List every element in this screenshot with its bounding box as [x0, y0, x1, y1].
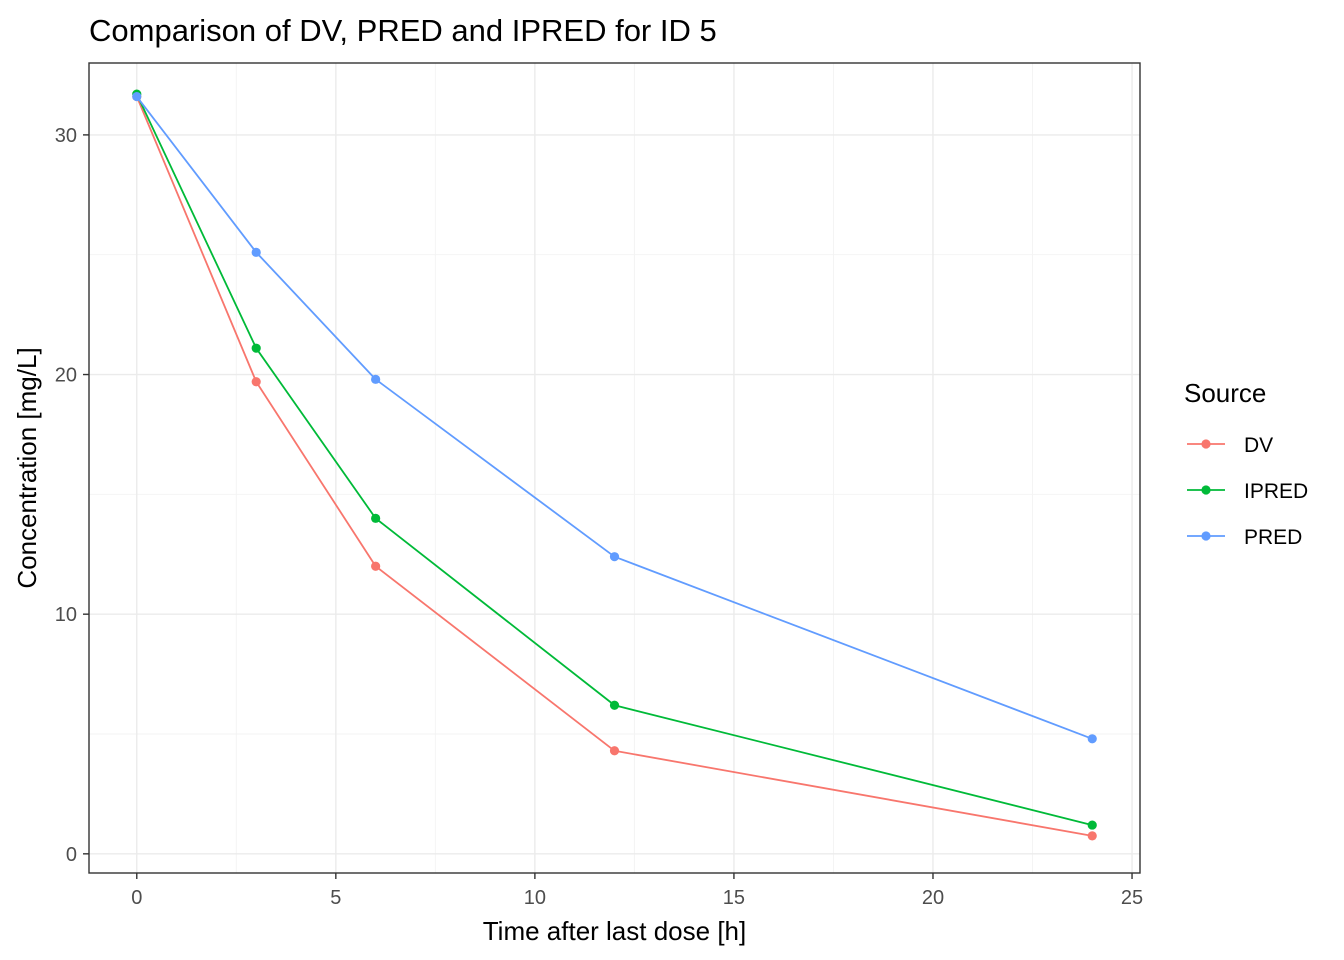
legend-key-pred-point [1201, 531, 1211, 541]
legend-title: Source [1184, 378, 1266, 408]
legend: Source DV IPRED PRED [1184, 378, 1308, 549]
legend-label-dv: DV [1244, 434, 1273, 457]
dv-point [1087, 831, 1097, 841]
dv-point [609, 746, 620, 756]
dv-point [251, 377, 261, 387]
ipred-line [135, 93, 1093, 826]
legend-key-ipred-point [1201, 485, 1211, 495]
x-axis-title: Time after last dose [h] [483, 916, 746, 946]
panel-border [88, 62, 1141, 874]
legend-label-pred: PRED [1244, 526, 1302, 549]
y-tick-label: 30 [55, 125, 77, 147]
y-tick-label: 20 [55, 365, 77, 387]
legend-items: DV IPRED PRED [1187, 434, 1308, 549]
ipred-point [1087, 820, 1097, 830]
x-tick-label: 25 [1121, 887, 1143, 909]
dv-line [135, 96, 1093, 837]
pred-point [251, 247, 261, 257]
ipred-point [371, 513, 381, 523]
ipred-point [609, 700, 620, 710]
x-tick-label: 20 [922, 887, 944, 909]
legend-key-dv-point [1201, 439, 1211, 449]
y-axis-title: Concentration [mg/L] [12, 347, 42, 588]
x-tick-label: 5 [330, 887, 341, 909]
x-tick-label: 0 [131, 887, 142, 909]
x-tick-label: 10 [524, 887, 546, 909]
dv-point [371, 561, 381, 571]
pred-point [1087, 734, 1097, 744]
y-tick-label: 0 [66, 844, 77, 866]
pred-point [371, 374, 381, 384]
legend-label-ipred: IPRED [1244, 480, 1308, 503]
y-tick-label: 10 [55, 604, 77, 626]
plot-series [132, 89, 1097, 841]
axes: 0 5 10 15 20 25 0 10 20 30 [55, 125, 1143, 909]
pred-point [609, 552, 620, 562]
pred-point [132, 91, 142, 102]
chart-title: Comparison of DV, PRED and IPRED for ID … [89, 13, 717, 48]
ipred-point [251, 343, 261, 353]
x-tick-label: 15 [723, 887, 745, 909]
grid [89, 63, 1140, 873]
